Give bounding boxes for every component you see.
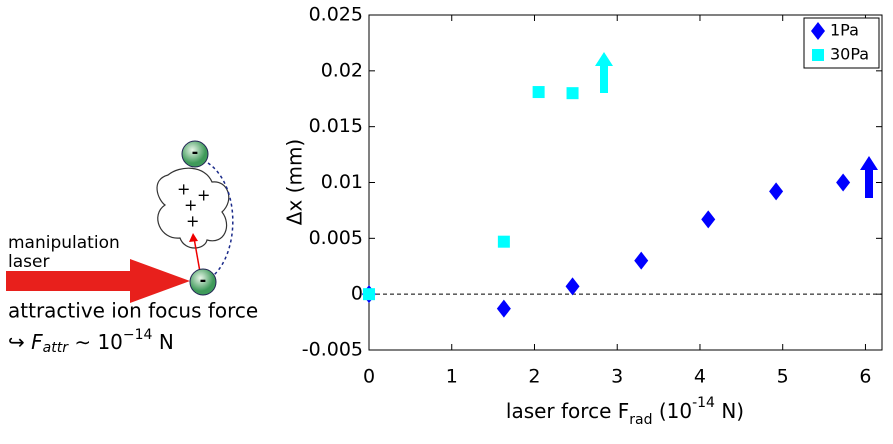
- charge: +: [184, 196, 197, 215]
- marker: [634, 251, 649, 270]
- x-tick-label: 2: [528, 366, 540, 388]
- marker: [701, 210, 716, 229]
- x-sub: rad: [629, 412, 652, 428]
- marker: [497, 235, 510, 248]
- charge: +: [177, 180, 190, 199]
- laser-label: laser: [8, 252, 49, 272]
- y-tick-label: 0: [351, 283, 363, 305]
- y-tick-label: 0.02: [321, 59, 363, 81]
- ion-sign: -: [200, 271, 207, 290]
- x-tick-label: 0: [363, 366, 375, 388]
- y-tick-label: 0.005: [309, 227, 363, 249]
- hook: ↪: [8, 330, 25, 354]
- charge: +: [197, 186, 210, 205]
- ion: [181, 140, 209, 168]
- formula: ↪ Fattr ∼ 10−14 N: [8, 327, 174, 356]
- x-close: N): [721, 399, 744, 423]
- x-tick-label: 1: [446, 366, 458, 388]
- caption: attractive ion focus force: [8, 299, 258, 323]
- x-axis-label: laser force Frad (10-14 N): [506, 395, 744, 428]
- y-tick-label: -0.005: [302, 339, 363, 361]
- arrow-head: [189, 233, 198, 242]
- ion: [189, 268, 217, 296]
- marker: [565, 277, 580, 296]
- laser-label: manipulation: [8, 233, 120, 253]
- cloud: [156, 167, 230, 249]
- sup: −14: [123, 327, 153, 343]
- ion-sign: -: [192, 143, 199, 162]
- rel: ∼ 10: [74, 330, 123, 354]
- x-tick-label: 5: [777, 366, 789, 388]
- legend-label: 1Pa: [830, 21, 859, 40]
- up-arrow-head: [860, 156, 878, 170]
- force-arrow: [193, 237, 201, 273]
- y-tick-label: 0.01: [321, 171, 363, 193]
- x-tick-label: 6: [859, 366, 871, 388]
- x-sup: -14: [692, 395, 715, 411]
- charge: +: [186, 212, 199, 231]
- f: F: [31, 330, 43, 354]
- y-tick-label: 0.015: [309, 115, 363, 137]
- x-tick-label: 4: [694, 366, 706, 388]
- laser-beam: [6, 271, 132, 291]
- diagram: + + + + - - manipulation laser attractiv…: [6, 140, 258, 356]
- path-arrow: [207, 162, 234, 276]
- y-tick-label: 0.025: [309, 4, 363, 26]
- marker: [496, 299, 511, 318]
- legend-label: 30Pa: [830, 45, 869, 64]
- marker: [812, 49, 824, 61]
- y-axis-label: Δx (mm): [283, 139, 307, 225]
- marker: [811, 22, 825, 40]
- marker: [769, 182, 784, 201]
- f-sub: attr: [43, 340, 70, 356]
- marker: [836, 173, 851, 192]
- marker: [566, 87, 579, 100]
- laser-head: [130, 259, 190, 303]
- marker: [532, 86, 545, 99]
- unit: N: [159, 330, 174, 354]
- x-tick-label: 3: [611, 366, 623, 388]
- x-open: (10: [659, 399, 692, 423]
- x-main: laser force F: [506, 399, 629, 423]
- up-arrow-head: [595, 52, 613, 66]
- marker: [363, 288, 375, 301]
